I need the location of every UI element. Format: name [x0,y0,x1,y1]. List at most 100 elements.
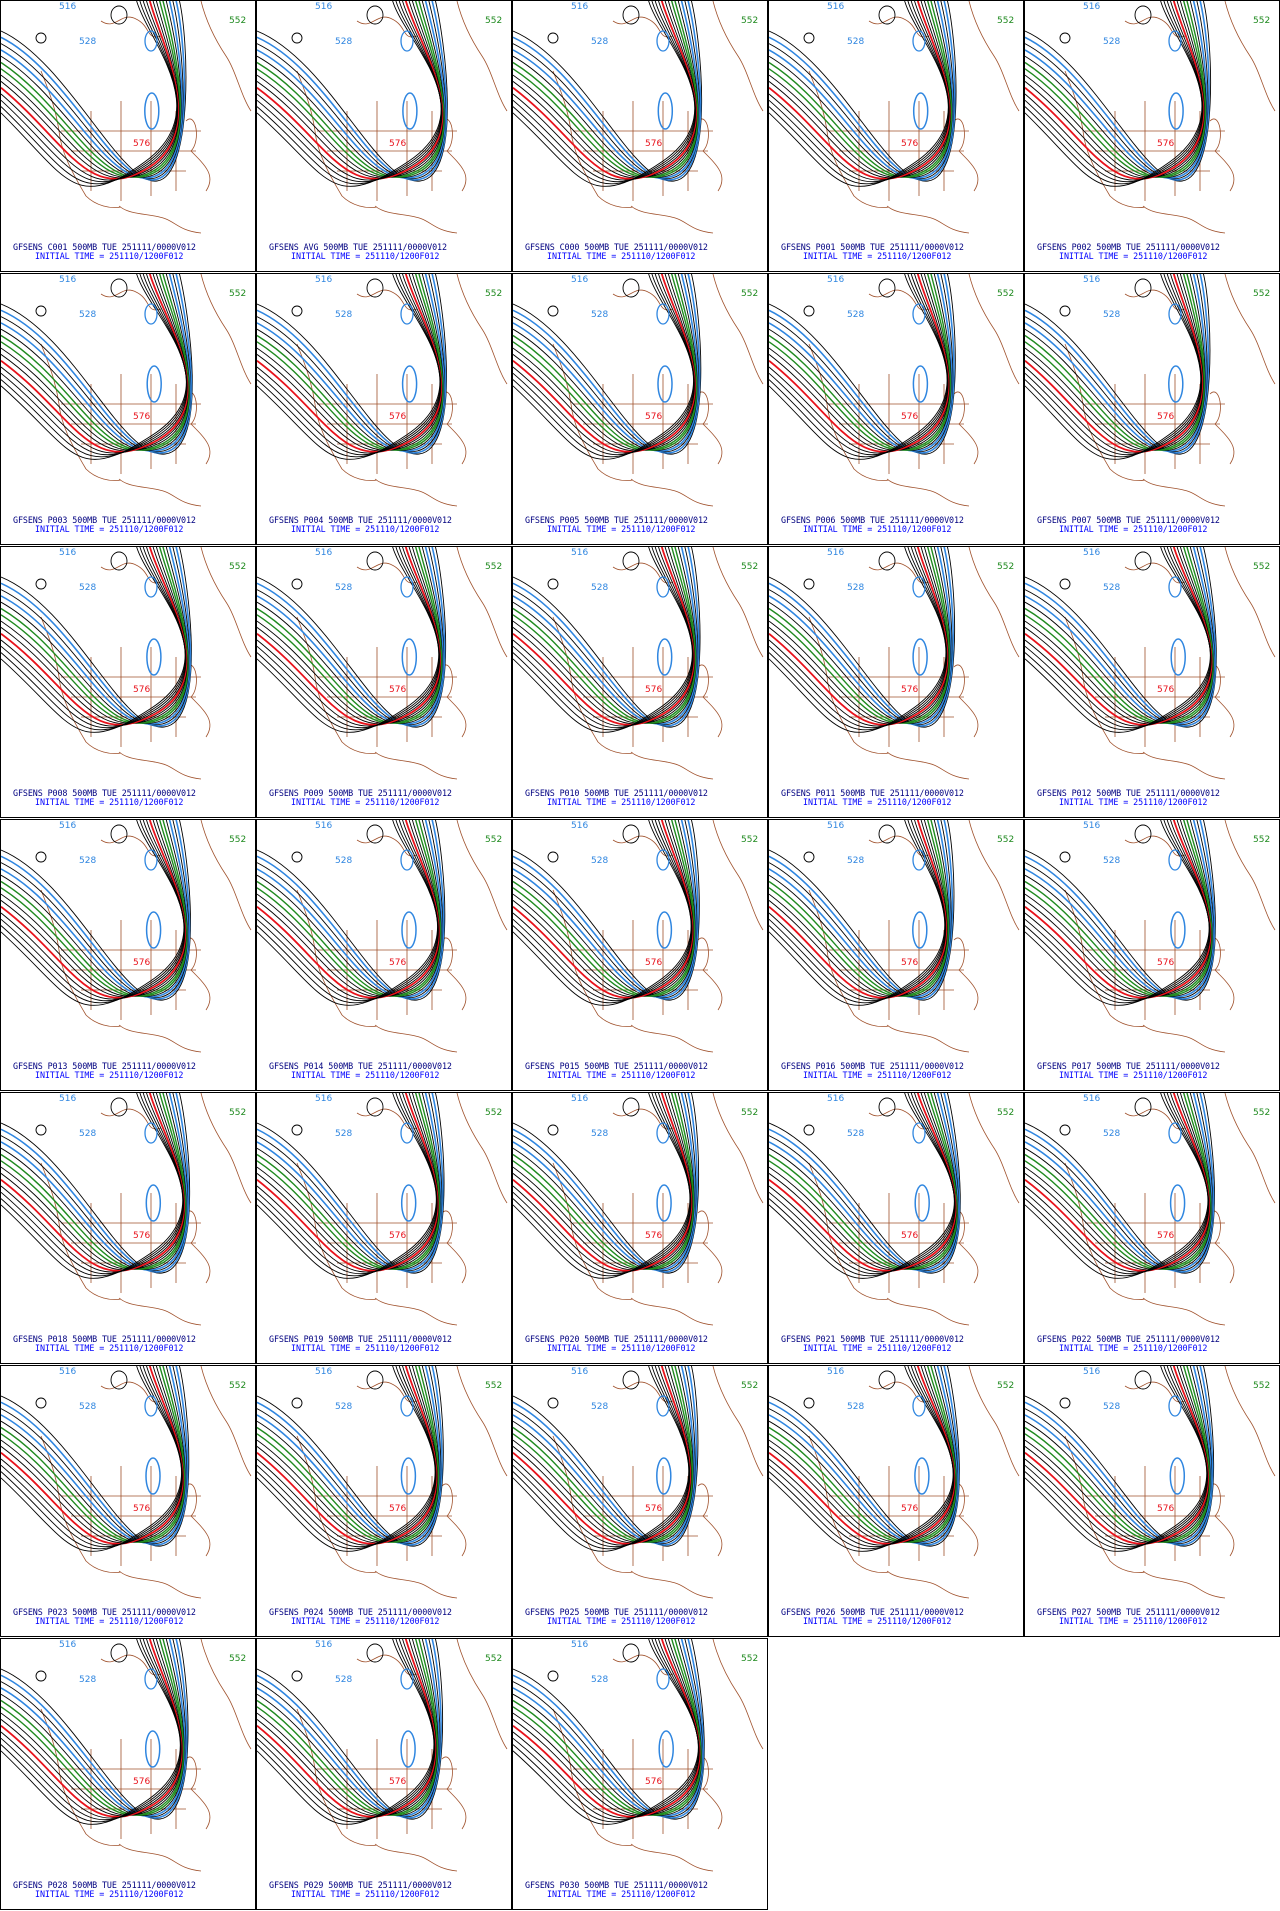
ensemble-panel: 552 516 528 576 GFSENS C001 500MB TUE 251111… [0,0,256,272]
panel-caption: GFSENS C001 500MB TUE 251111/0000V012 [13,242,196,252]
geographic-boundaries [296,820,508,1053]
contour-label: 552 [485,1108,502,1118]
contour-label: 516 [59,275,76,285]
panel-caption: GFSENS P026 500MB TUE 251111/0000V012 [781,1607,964,1617]
ensemble-panel: 552 516 528 576 GFSENS P018 500MB TUE 251111… [0,1092,256,1364]
contour-label: 528 [335,856,352,866]
height-contours [1,547,192,733]
height-contour-map: 552 516 528 576 [1025,274,1276,507]
contour-label: 516 [59,821,76,831]
panel-caption: GFSENS P027 500MB TUE 251111/0000V012 [1037,1607,1220,1617]
height-contour-map: 552 516 528 576 [1025,547,1276,780]
ensemble-panel: 552 516 528 576 GFSENS P025 500MB TUE 251111… [512,1365,768,1637]
contour-label: 552 [997,1108,1014,1118]
height-contour-map: 552 516 528 576 [257,547,508,780]
contour-label: 576 [1157,958,1174,968]
contour-label: 552 [1253,289,1270,299]
contour-label: 516 [827,1094,844,1104]
ensemble-panel: 552 516 528 576 GFSENS P020 500MB TUE 251111… [512,1092,768,1364]
height-contour-map: 552 516 528 576 [769,820,1020,1053]
height-contour-map: 552 516 528 576 [1025,1,1276,234]
panel-caption: GFSENS P019 500MB TUE 251111/0000V012 [269,1334,452,1344]
ensemble-panel: 552 516 528 576 GFSENS P013 500MB TUE 251111… [0,819,256,1091]
contour-label: 516 [315,821,332,831]
contour-label: 528 [1103,583,1120,593]
contour-label: 552 [997,835,1014,845]
contour-label: 576 [389,958,406,968]
panel-caption: GFSENS P025 500MB TUE 251111/0000V012 [525,1607,708,1617]
contour-label: 552 [997,1381,1014,1391]
contour-label: 528 [335,1402,352,1412]
panel-caption: GFSENS AVG 500MB TUE 251111/0000V012 [269,242,447,252]
height-contours [513,1093,700,1279]
height-contours [257,1,448,187]
geographic-boundaries [808,274,1020,507]
height-contours [257,1093,445,1279]
contour-label: 528 [1103,1129,1120,1139]
contour-label: 576 [133,1231,150,1241]
contour-label: 552 [741,1654,758,1664]
geographic-boundaries [552,274,764,507]
initial-time-caption: INITIAL TIME = 251110/1200F012 [1059,1343,1208,1353]
panel-caption: GFSENS P029 500MB TUE 251111/0000V012 [269,1880,452,1890]
initial-time-caption: INITIAL TIME = 251110/1200F012 [547,1889,696,1899]
contour-label: 516 [571,1094,588,1104]
contour-label: 552 [485,1654,502,1664]
contour-label: 576 [389,685,406,695]
contour-label: 528 [1103,1402,1120,1412]
contour-label: 516 [59,1094,76,1104]
contour-label: 516 [315,1094,332,1104]
panel-caption: GFSENS P020 500MB TUE 251111/0000V012 [525,1334,708,1344]
height-contour-map: 552 516 528 576 [1025,820,1276,1053]
panel-caption: GFSENS P016 500MB TUE 251111/0000V012 [781,1061,964,1071]
contour-label: 528 [847,310,864,320]
height-contour-map: 552 516 528 576 [769,1093,1020,1326]
geographic-boundaries [808,1093,1020,1326]
contour-label: 528 [79,1129,96,1139]
panel-caption: GFSENS P014 500MB TUE 251111/0000V012 [269,1061,452,1071]
contour-label: 552 [1253,1108,1270,1118]
contour-label: 516 [59,548,76,558]
ensemble-panel: 552 516 528 576 GFSENS P027 500MB TUE 251111… [1024,1365,1280,1637]
ensemble-panel: 552 516 528 576 GFSENS P019 500MB TUE 251111… [256,1092,512,1364]
height-contours [513,547,701,733]
initial-time-caption: INITIAL TIME = 251110/1200F012 [35,1616,184,1626]
geographic-boundaries [808,820,1020,1053]
contour-label: 516 [1083,1094,1100,1104]
initial-time-caption: INITIAL TIME = 251110/1200F012 [547,797,696,807]
height-contour-map: 552 516 528 576 [769,1,1020,234]
ensemble-panel: 552 516 528 576 GFSENS P024 500MB TUE 251111… [256,1365,512,1637]
contour-label: 552 [741,16,758,26]
contour-label: 576 [389,412,406,422]
contour-label: 576 [901,958,918,968]
initial-time-caption: INITIAL TIME = 251110/1200F012 [1059,524,1208,534]
initial-time-caption: INITIAL TIME = 251110/1200F012 [291,1616,440,1626]
height-contours [513,820,700,1006]
panel-caption: GFSENS P013 500MB TUE 251111/0000V012 [13,1061,196,1071]
initial-time-caption: INITIAL TIME = 251110/1200F012 [1059,797,1208,807]
panel-caption: GFSENS P021 500MB TUE 251111/0000V012 [781,1334,964,1344]
contour-label: 516 [827,821,844,831]
contour-label: 576 [645,1504,662,1514]
contour-label: 516 [1083,275,1100,285]
geographic-boundaries [1064,1366,1276,1599]
panel-caption: GFSENS P012 500MB TUE 251111/0000V012 [1037,788,1220,798]
contour-label: 552 [229,1381,246,1391]
contour-label: 576 [901,412,918,422]
initial-time-caption: INITIAL TIME = 251110/1200F012 [803,524,952,534]
height-contours [769,1366,960,1552]
height-contour-map: 552 516 528 576 [513,274,764,507]
height-contours [1,1639,189,1825]
height-contours [1025,1093,1215,1279]
contour-label: 516 [571,821,588,831]
geographic-boundaries [40,820,252,1053]
contour-label: 552 [485,1381,502,1391]
contour-label: 552 [997,289,1014,299]
height-contours [769,1093,961,1279]
contour-label: 576 [1157,412,1174,422]
height-contour-map: 552 516 528 576 [1025,1093,1276,1326]
contour-label: 516 [315,275,332,285]
initial-time-caption: INITIAL TIME = 251110/1200F012 [291,1889,440,1899]
contour-label: 576 [389,1777,406,1787]
height-contours [513,1639,705,1825]
